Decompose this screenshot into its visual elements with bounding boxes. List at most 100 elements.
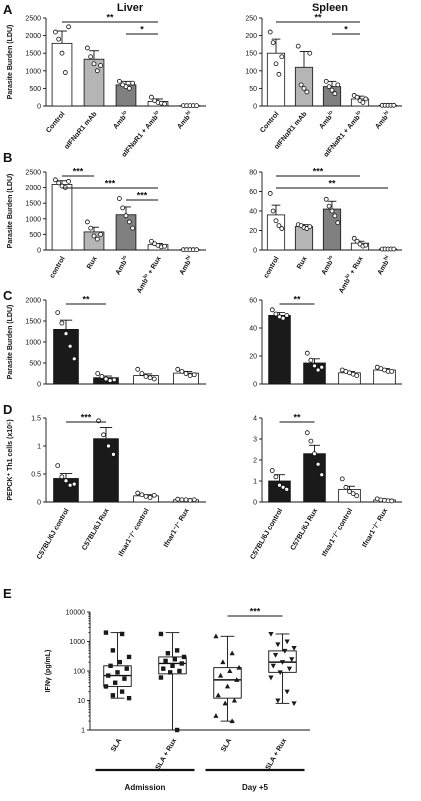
data-point [326, 84, 332, 90]
significance-label: ** [293, 295, 301, 305]
data-point [280, 484, 286, 490]
y-tick-label: 500 [29, 232, 41, 239]
data-point [351, 235, 357, 241]
data-point [329, 87, 335, 93]
data-point [148, 238, 154, 244]
y-tick-label: 150 [245, 51, 257, 58]
data-point [179, 368, 185, 374]
category-label: C57BL/6J Rux [81, 507, 111, 551]
panel-label-d: D [3, 402, 12, 417]
category-label: αIFNαR1 + Amblo [119, 110, 162, 159]
data-point [191, 497, 197, 503]
title-liver: Liver [117, 2, 144, 14]
y-tick-label: 2 [253, 458, 257, 465]
data-point [59, 474, 65, 480]
panel-label-e: E [3, 586, 12, 601]
category-label: Ambhi [177, 254, 195, 276]
data-point [347, 489, 352, 494]
data-point [279, 660, 286, 665]
data-point [277, 482, 282, 488]
data-point [124, 666, 129, 671]
data-point [308, 357, 314, 363]
data-point [286, 666, 293, 672]
significance-label: *** [137, 191, 148, 201]
panel-label-b: B [3, 150, 12, 165]
category-label: Ifnar1⁻/⁻ Rux [163, 507, 191, 548]
y-tick-label: 2500 [25, 16, 41, 23]
significance-label: *** [313, 167, 324, 177]
y-tick-label: 1000 [69, 639, 85, 646]
data-point [119, 631, 125, 637]
y-tick-label: 500 [29, 361, 41, 368]
data-point [391, 102, 397, 108]
data-point [270, 208, 276, 214]
category-label: Amblo [113, 255, 131, 277]
bar [115, 214, 137, 251]
category-label: C57BL/6J control [249, 507, 284, 560]
data-point [315, 367, 321, 373]
data-point [339, 476, 345, 482]
y-tick-label: 1 [253, 479, 257, 486]
data-point [304, 430, 310, 436]
data-point [326, 203, 332, 209]
data-point [272, 652, 279, 658]
panel-label-c: C [3, 288, 13, 303]
data-point [66, 24, 72, 30]
data-point [284, 689, 290, 695]
data-point [282, 648, 288, 654]
title-spleen: Spleen [312, 2, 348, 14]
data-point [148, 94, 154, 100]
data-point [354, 493, 360, 499]
data-point [52, 29, 58, 35]
y-axis-label: Parasite Burden (LDU) [7, 25, 14, 100]
data-point [329, 208, 335, 214]
significance-label: ** [328, 179, 336, 189]
significance-label: * [140, 25, 144, 35]
data-point [187, 373, 193, 379]
data-point [194, 103, 200, 109]
data-point [220, 659, 226, 665]
bar [294, 226, 314, 251]
y-tick-label: 40 [249, 209, 257, 216]
data-point [63, 478, 69, 484]
data-point [319, 364, 325, 370]
data-point [122, 676, 127, 681]
category-label: Ifnar1⁻/⁻ control [321, 507, 354, 557]
data-point [295, 43, 301, 49]
y-tick-label: 2500 [25, 170, 41, 177]
data-point [103, 376, 109, 382]
data-point [123, 213, 129, 219]
significance-label: ** [293, 413, 301, 423]
data-point [115, 670, 120, 675]
bar [266, 52, 286, 107]
data-point [343, 484, 349, 490]
data-point [126, 695, 132, 701]
data-point [67, 343, 73, 349]
data-point [165, 651, 171, 656]
category-label: SLA [220, 738, 233, 754]
category-label: Ifnar1⁻/⁻ Rux [361, 507, 389, 548]
data-point [289, 657, 295, 663]
data-point [389, 368, 395, 374]
data-point [95, 371, 101, 376]
y-tick-label: 10 [77, 698, 85, 705]
data-point [273, 61, 279, 67]
significance-label: ** [82, 295, 90, 305]
category-label: control [263, 255, 281, 279]
y-tick-label: 0 [253, 382, 257, 389]
significance-label: *** [73, 167, 84, 177]
data-point [143, 374, 149, 379]
data-point [277, 670, 283, 676]
data-point [179, 661, 184, 666]
data-point [301, 86, 307, 91]
data-point [332, 213, 338, 219]
data-point [62, 70, 68, 75]
significance-label: ** [106, 13, 114, 23]
data-point [56, 36, 62, 42]
data-point [284, 486, 290, 492]
data-point [229, 650, 235, 656]
chart-b-left: 0 500 1000 1500 2000 2500 Parasite Burden (LDU… [7, 167, 206, 295]
data-point [126, 86, 132, 91]
data-point [224, 683, 231, 689]
